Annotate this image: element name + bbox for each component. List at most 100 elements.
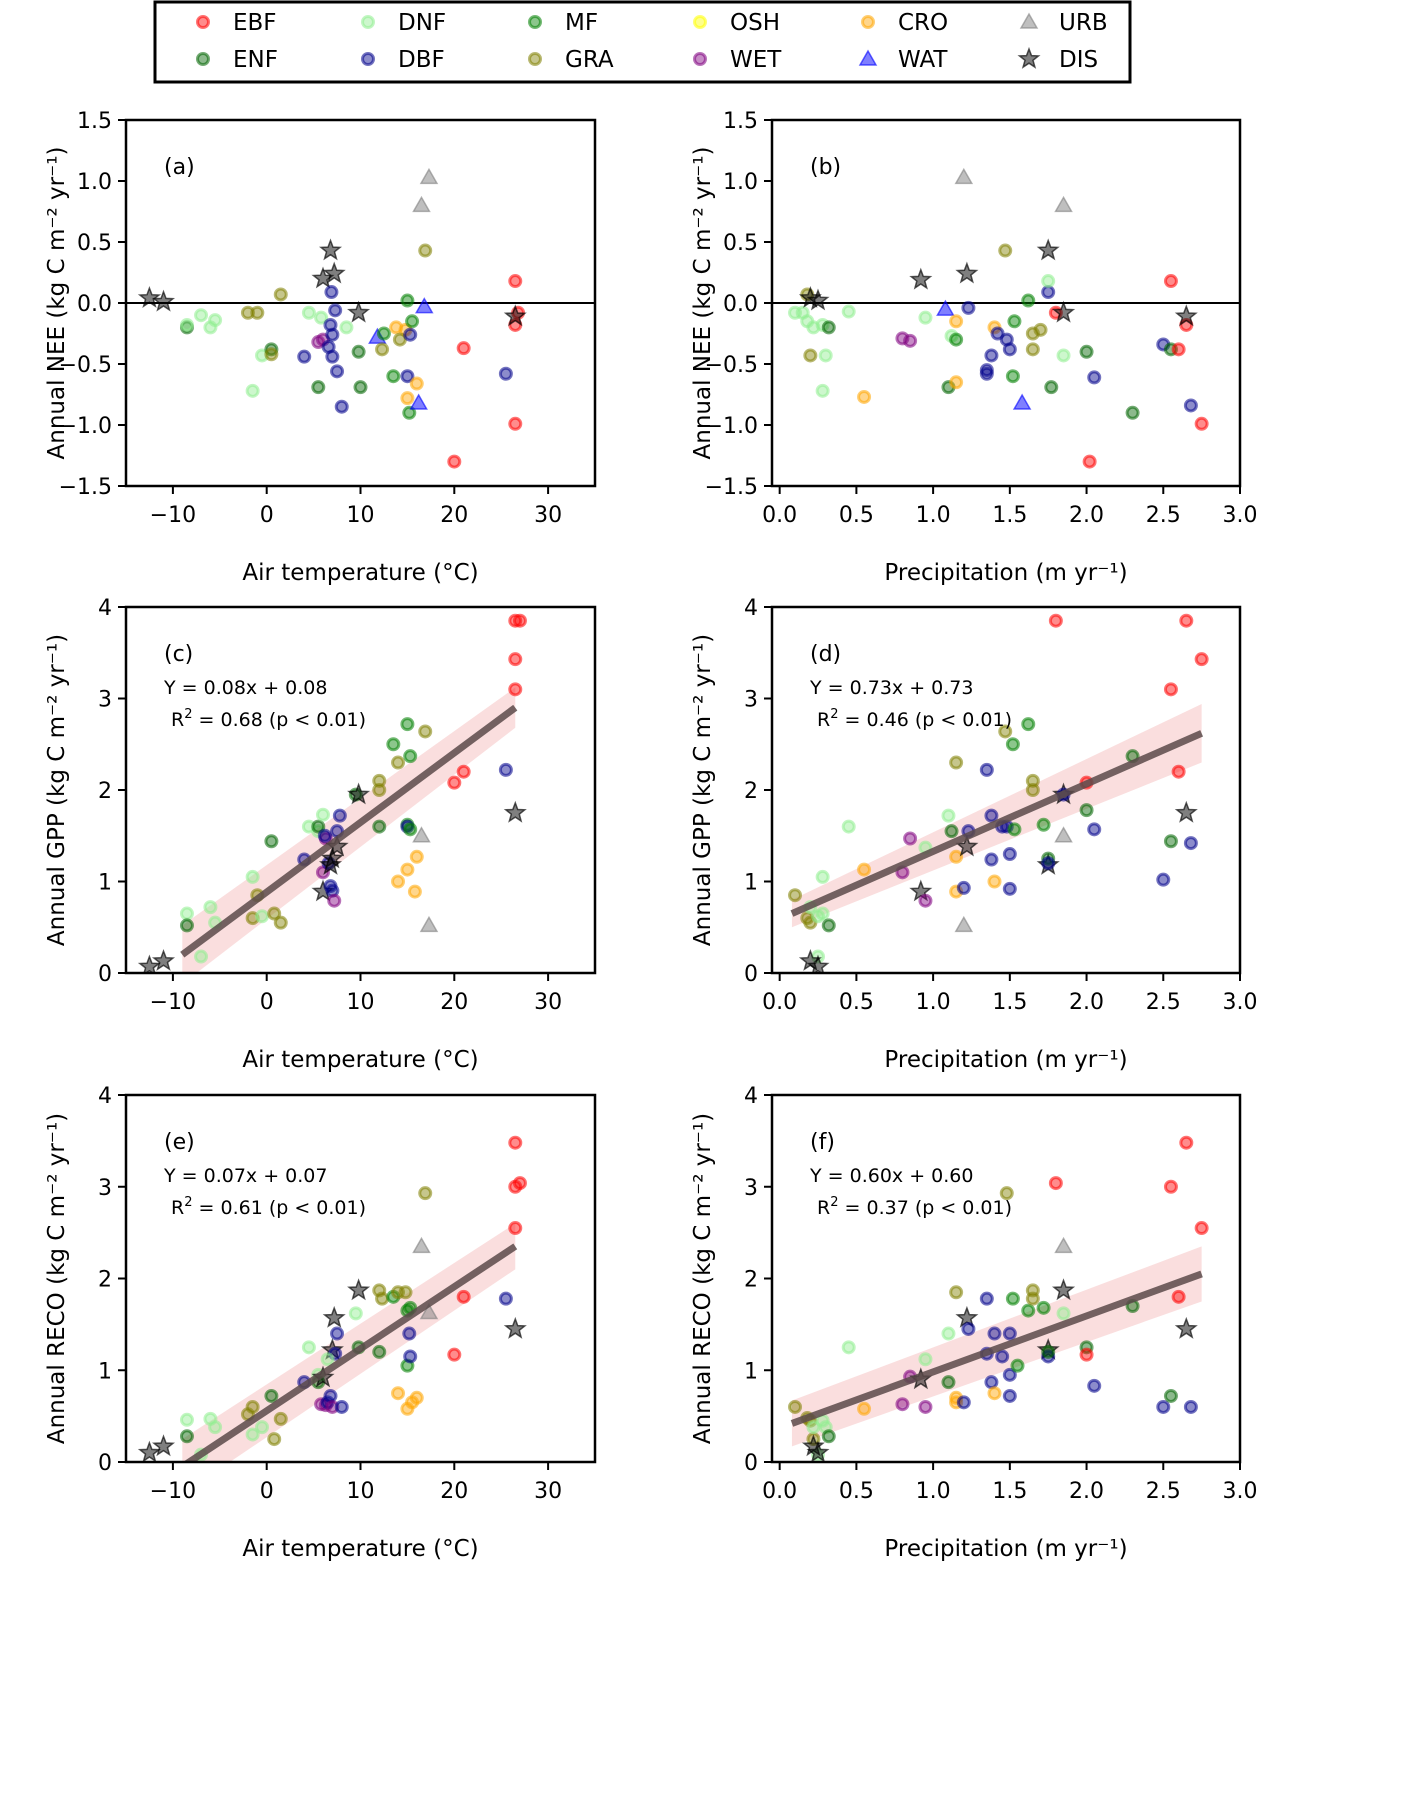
y-axis-label: Annual NEE (kg C m⁻² yr⁻¹) [44, 147, 70, 460]
point-gra [998, 243, 1013, 258]
point-dbf [1183, 398, 1198, 413]
point-gra [375, 342, 390, 357]
legend-marker-ebf [196, 15, 210, 29]
panel-label: (c) [164, 642, 193, 667]
point-dnf [255, 909, 270, 924]
point-enf [311, 380, 326, 395]
point-cro [949, 375, 964, 390]
point-cro [949, 314, 964, 329]
point-gra [418, 243, 433, 258]
point-dnf [1041, 274, 1056, 289]
point-enf [1044, 380, 1059, 395]
panel-c: −10 0 10 20 30 0 1 2 3 4 Air temperature (°C) Annua… [44, 596, 597, 1073]
point-dnf [301, 1340, 316, 1355]
point-wet [903, 333, 918, 348]
panel-label: (f) [810, 1130, 835, 1155]
point-gra [949, 1285, 964, 1300]
point-ebf [447, 1347, 462, 1362]
point-cro [400, 862, 415, 877]
r-squared: R2 = 0.68 (p < 0.01) [171, 707, 366, 731]
point-ebf [508, 416, 523, 431]
legend-marker-wat [858, 49, 878, 66]
point-dbf [984, 1375, 999, 1390]
point-enf [351, 344, 366, 359]
point-ebf [508, 274, 523, 289]
y-tick-label: 1.5 [723, 109, 758, 134]
point-dbf [961, 1321, 976, 1336]
point-wet [903, 831, 918, 846]
regression-line [182, 1243, 518, 1462]
panel-label: (e) [164, 1130, 195, 1155]
x-axis-label: Precipitation (m yr⁻¹) [884, 560, 1127, 586]
point-ebf [508, 682, 523, 697]
panel-a: −10 0 10 20 30 −1.5 −1.0 −0.5 0.0 0.5 1.0 1.5 Air te… [44, 109, 597, 586]
point-ebf [1179, 1135, 1194, 1150]
panel-label: (a) [164, 155, 195, 180]
point-urb [1054, 826, 1073, 843]
point-dis [347, 1278, 371, 1301]
point-mf [386, 737, 401, 752]
point-dbf [325, 327, 340, 342]
x-tick-label: 2.0 [1069, 1479, 1104, 1504]
point-cro [409, 849, 424, 864]
legend-marker-urb [1019, 12, 1039, 29]
y-tick-label: 4 [744, 1084, 758, 1109]
point-dbf [332, 808, 347, 823]
point-mf [1005, 369, 1020, 384]
point-dbf [1156, 1399, 1171, 1414]
x-tick-label: 20 [440, 503, 468, 528]
legend-label: WAT [898, 47, 948, 73]
point-urb [419, 915, 439, 933]
legend-label: EBF [233, 10, 277, 36]
point-dnf [348, 1306, 363, 1321]
legend-item-ebf: EBF [196, 10, 277, 36]
point-dis [1036, 1337, 1060, 1360]
point-dbf [325, 349, 340, 364]
regression-equation: Y = 0.08x + 0.08 [163, 677, 327, 699]
point-gra [398, 1285, 413, 1300]
point-dnf [841, 819, 856, 834]
point-wat [409, 393, 428, 410]
x-axis-label: Precipitation (m yr⁻¹) [884, 1536, 1127, 1562]
point-dnf [245, 383, 260, 398]
point-dis [1051, 300, 1076, 323]
legend-item-dbf: DBF [361, 47, 445, 73]
point-ebf [512, 1176, 527, 1191]
point-gra [788, 888, 803, 903]
point-gra [418, 724, 433, 739]
x-tick-label: 30 [534, 990, 562, 1015]
point-mf [403, 822, 418, 837]
point-gra [267, 1432, 282, 1447]
point-dis [311, 879, 335, 902]
point-gra [1025, 783, 1040, 797]
x-tick-label: −10 [150, 1479, 196, 1504]
point-dnf [320, 1352, 335, 1367]
legend-item-dis: DIS [1017, 46, 1098, 73]
point-dbf [1002, 881, 1017, 896]
point-dnf [918, 310, 933, 325]
point-urb [412, 195, 431, 213]
regression-line [180, 704, 518, 958]
point-cro [857, 862, 872, 877]
r-squared: R2 = 0.37 (p < 0.01) [817, 1195, 1012, 1219]
point-dis [137, 1440, 162, 1462]
point-dis [1036, 238, 1060, 261]
x-tick-label: 0.5 [839, 503, 874, 528]
point-dnf [179, 906, 194, 921]
y-tick-label: 0 [98, 962, 112, 987]
point-mf [1036, 1300, 1051, 1315]
point-cro [400, 391, 415, 406]
point-enf [264, 1388, 279, 1403]
point-dis [503, 800, 527, 823]
point-enf [179, 1429, 194, 1444]
regression-equation: Y = 0.60x + 0.60 [809, 1165, 973, 1187]
point-mf [405, 314, 420, 329]
point-cro [857, 1401, 872, 1416]
point-gra [273, 287, 288, 302]
point-dbf [317, 828, 332, 843]
point-urb [1054, 195, 1073, 213]
legend-item-osh: OSH [693, 10, 780, 36]
point-dbf [984, 852, 999, 867]
plot-area [126, 167, 595, 469]
